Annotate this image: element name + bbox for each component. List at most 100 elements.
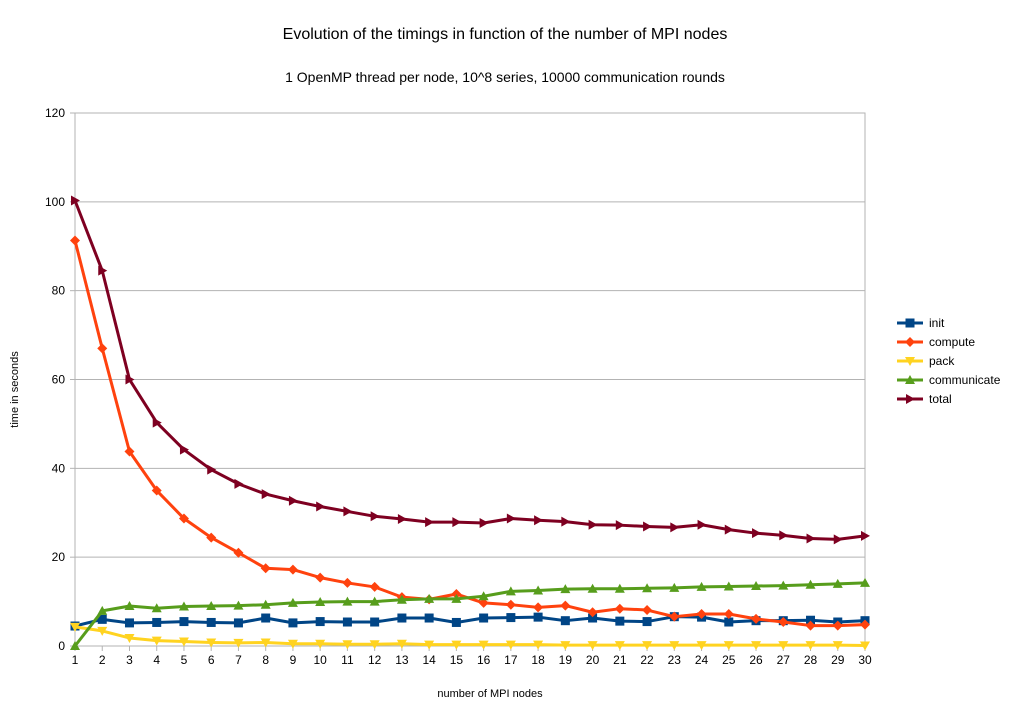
- series-line-pack: [74, 625, 866, 648]
- data-point-compute: [260, 563, 271, 574]
- data-point-communicate: [260, 599, 271, 609]
- data-point-communicate: [860, 577, 870, 587]
- data-point-communicate: [233, 600, 244, 610]
- data-point-compute: [778, 617, 789, 628]
- data-point-init: [233, 618, 243, 628]
- data-point-pack: [206, 638, 217, 648]
- data-point-total: [670, 522, 680, 533]
- data-point-pack: [287, 639, 298, 649]
- data-point-total: [861, 530, 870, 541]
- x-tick-label: 16: [477, 653, 491, 667]
- data-point-communicate: [206, 601, 217, 611]
- data-point-total: [125, 374, 135, 385]
- data-point-pack: [614, 641, 625, 651]
- data-point-pack: [860, 641, 870, 651]
- data-point-compute: [723, 609, 734, 620]
- data-point-pack: [315, 639, 326, 649]
- data-point-communicate: [723, 581, 734, 591]
- data-point-communicate: [533, 585, 544, 595]
- x-tick-label: 30: [858, 653, 872, 667]
- data-point-pack: [342, 640, 353, 650]
- data-point-pack: [533, 640, 544, 650]
- x-tick-label: 27: [777, 653, 791, 667]
- x-axis-label: number of MPI nodes: [437, 688, 543, 700]
- data-point-compute: [805, 620, 816, 631]
- x-tick-label: 3: [126, 653, 133, 667]
- y-tick-label: 60: [52, 373, 66, 387]
- data-point-communicate: [315, 597, 326, 607]
- x-tick-label: 17: [504, 653, 518, 667]
- series-pack: [70, 622, 870, 651]
- data-point-communicate: [369, 596, 380, 606]
- data-point-compute: [669, 611, 680, 622]
- data-point-communicate: [614, 583, 625, 593]
- data-point-init: [261, 613, 271, 623]
- y-axis-label: time in seconds: [9, 351, 21, 428]
- data-point-pack: [696, 641, 707, 651]
- data-point-compute: [369, 581, 380, 592]
- x-tick-label: 19: [559, 653, 573, 667]
- series-communicate: [70, 577, 870, 650]
- gridlines: 0 20 40 60 80 100 120: [45, 106, 866, 653]
- data-point-communicate: [505, 586, 516, 596]
- data-point-pack: [669, 641, 680, 651]
- x-tick-label: 28: [804, 653, 818, 667]
- data-point-communicate: [151, 603, 162, 613]
- data-point-total: [370, 511, 380, 522]
- x-tick-label: 4: [153, 653, 160, 667]
- data-point-pack: [778, 641, 789, 651]
- data-point-total: [752, 528, 762, 539]
- data-point-pack: [97, 626, 108, 636]
- legend-item-total: total: [897, 392, 952, 406]
- data-point-compute: [342, 577, 353, 588]
- x-tick-label: 21: [613, 653, 627, 667]
- data-point-pack: [178, 637, 189, 647]
- data-point-communicate: [70, 641, 80, 650]
- data-point-total: [425, 517, 435, 528]
- data-point-pack: [751, 641, 762, 651]
- y-tick-label: 0: [58, 639, 65, 653]
- data-point-init: [506, 613, 516, 623]
- data-point-total: [343, 506, 353, 517]
- x-tick-label: 7: [235, 653, 242, 667]
- data-point-compute: [614, 603, 625, 614]
- data-point-pack: [233, 638, 244, 648]
- data-point-communicate: [124, 601, 135, 611]
- legend-marker: [906, 394, 915, 404]
- data-point-pack: [424, 640, 435, 650]
- data-point-total: [98, 265, 108, 276]
- data-point-communicate: [287, 597, 298, 607]
- data-point-init: [642, 617, 652, 627]
- data-point-communicate: [587, 583, 598, 593]
- x-tick-label: 25: [722, 653, 736, 667]
- series-total: [71, 195, 870, 545]
- data-point-compute: [587, 607, 598, 618]
- data-point-communicate: [424, 593, 435, 603]
- data-point-compute: [860, 619, 870, 630]
- y-tick-label: 100: [45, 195, 65, 209]
- legend-marker: [905, 357, 915, 366]
- data-point-pack: [805, 641, 816, 651]
- data-point-init: [179, 617, 189, 627]
- data-point-total: [288, 495, 298, 506]
- data-point-pack: [832, 641, 843, 651]
- data-point-init: [315, 617, 325, 627]
- data-point-init: [615, 616, 625, 626]
- data-point-init: [451, 617, 461, 627]
- x-tick-label: 23: [668, 653, 682, 667]
- data-point-init: [397, 613, 407, 623]
- x-tick-label: 26: [749, 653, 763, 667]
- data-point-pack: [505, 640, 516, 650]
- data-point-compute: [696, 609, 707, 620]
- series-init: [70, 612, 870, 631]
- chart-subtitle: 1 OpenMP thread per node, 10^8 series, 1…: [285, 69, 725, 85]
- x-tick-label: 18: [531, 653, 545, 667]
- series-line-total: [73, 199, 866, 541]
- data-point-init: [533, 612, 543, 622]
- data-point-pack: [478, 640, 489, 650]
- data-point-total: [152, 417, 162, 428]
- legend-label: pack: [929, 354, 955, 368]
- data-point-init: [560, 616, 570, 626]
- x-tick-label: 13: [395, 653, 409, 667]
